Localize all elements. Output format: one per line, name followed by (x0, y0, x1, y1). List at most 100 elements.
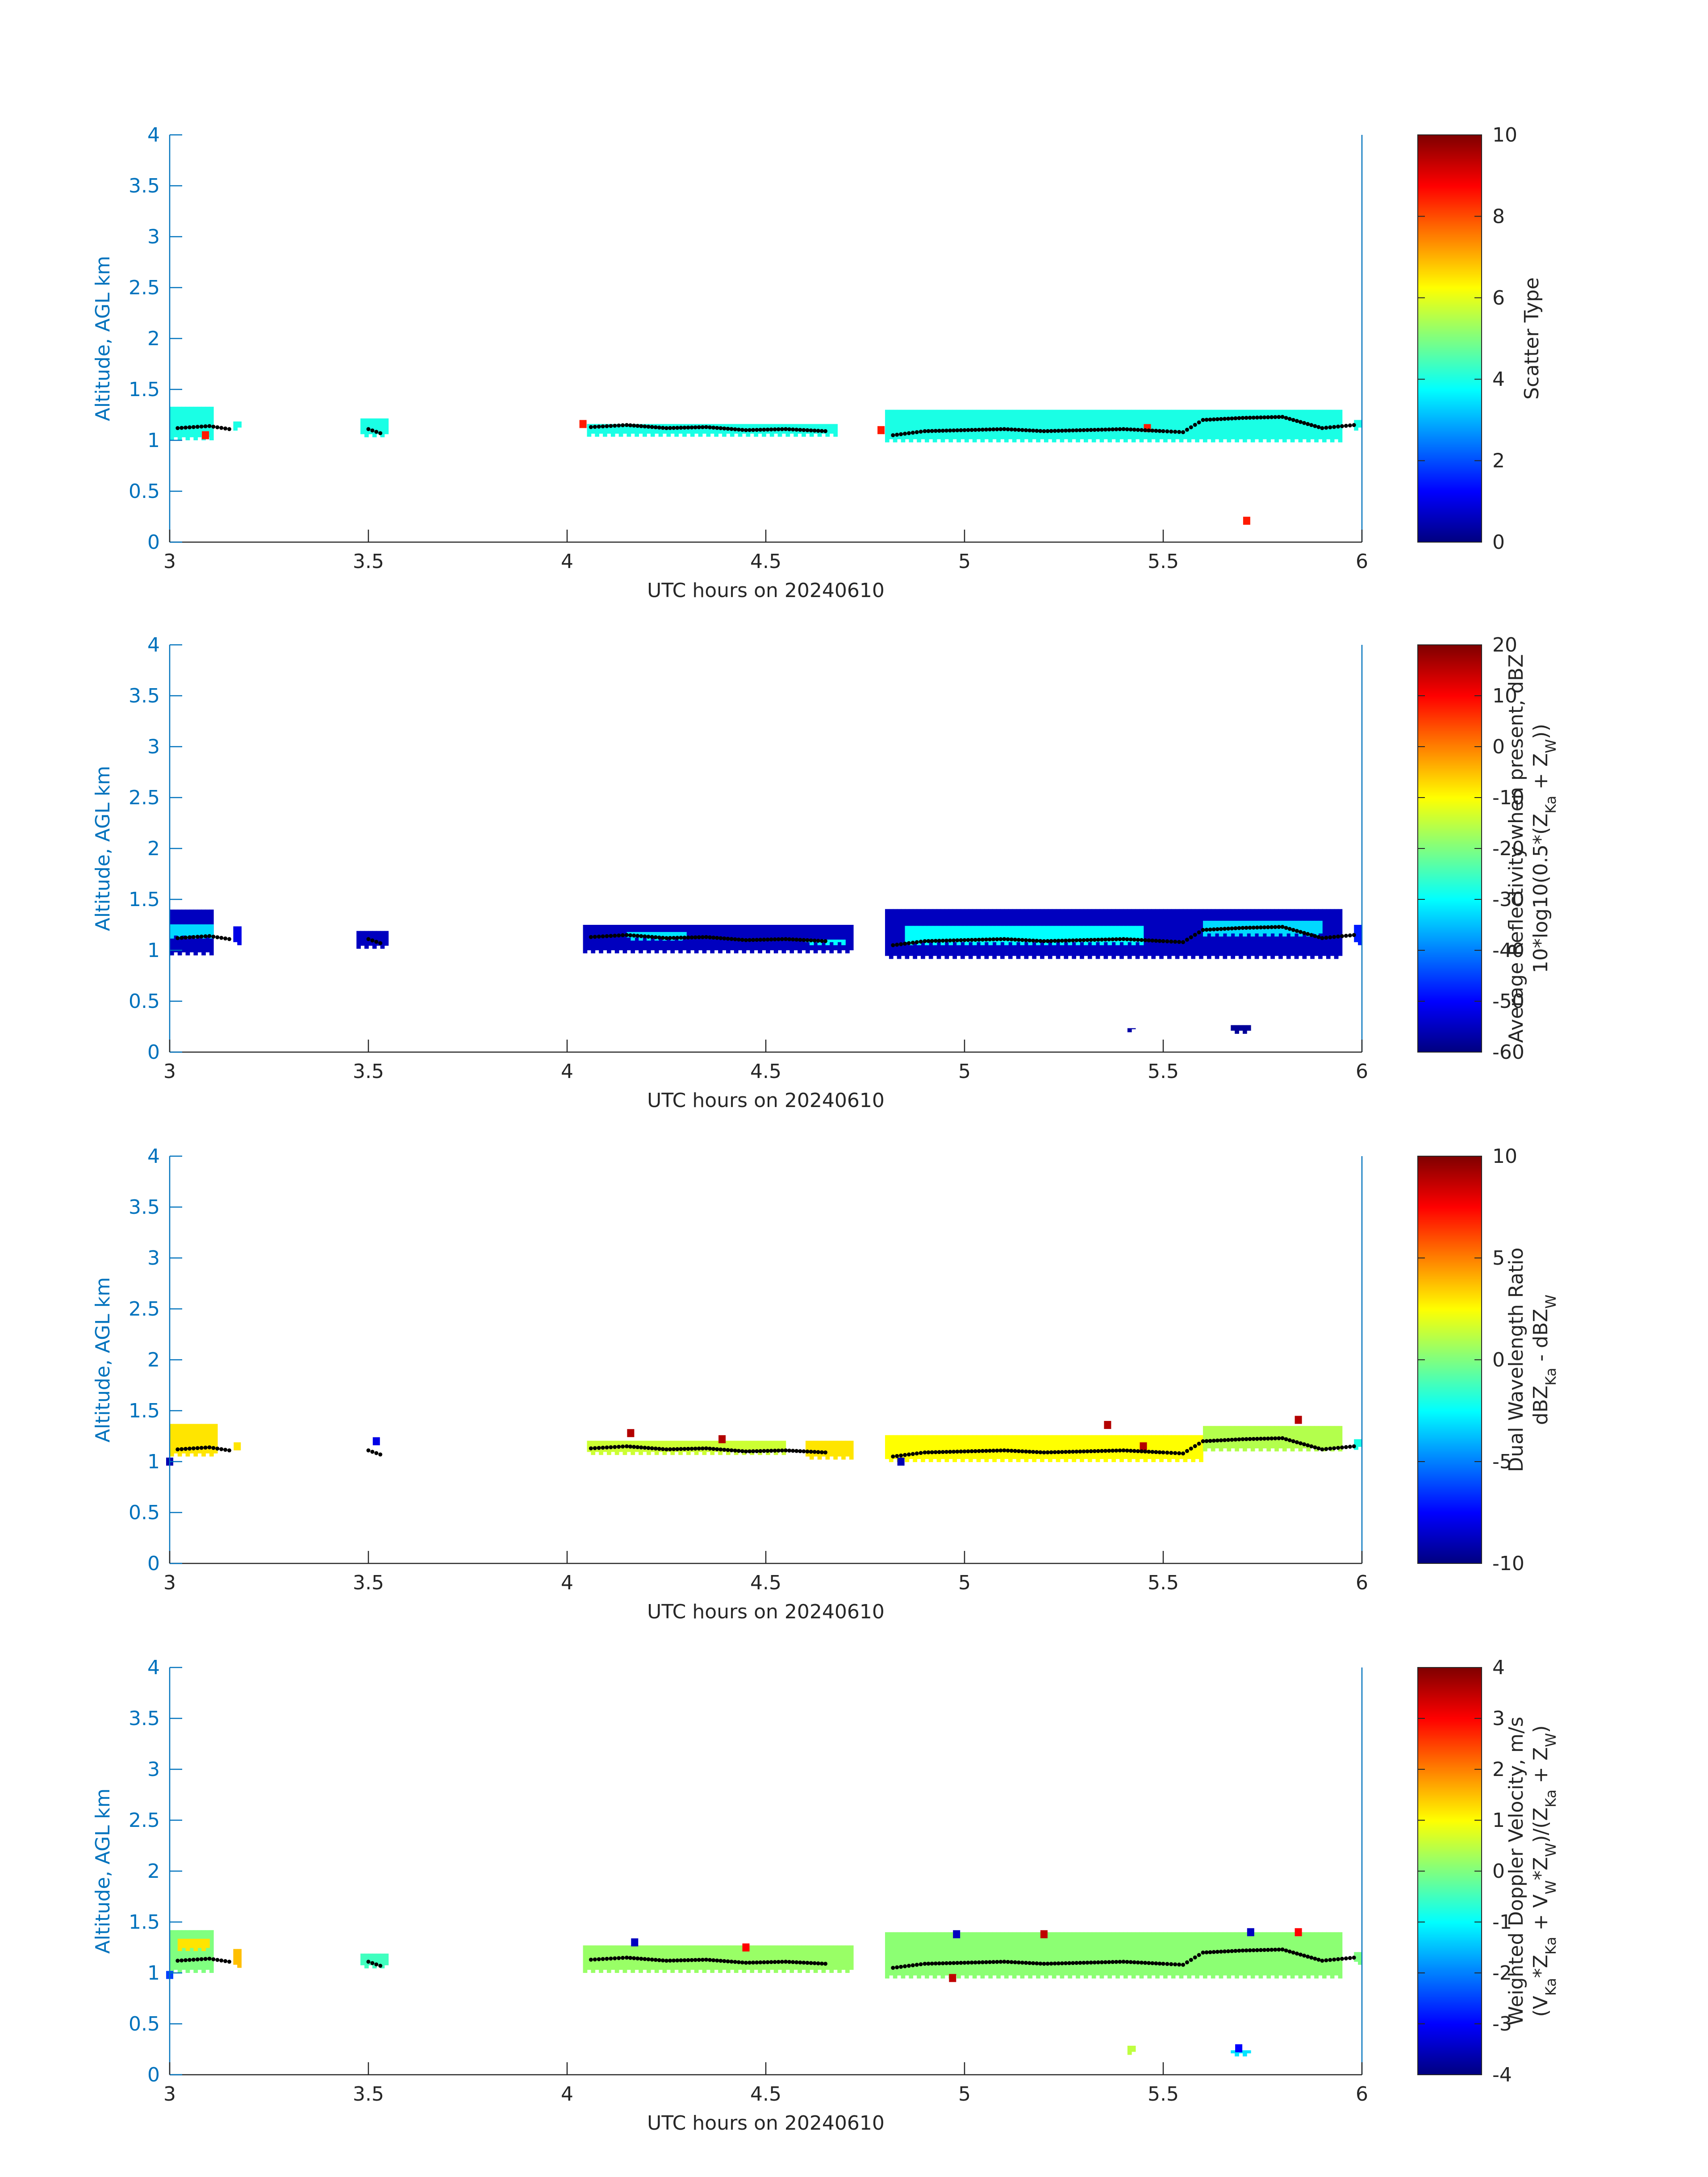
heatmap-cell (1246, 1932, 1251, 1976)
colorbar-step (1418, 1488, 1482, 1491)
heatmap-cell (833, 424, 838, 437)
cloud-base-point (708, 1958, 712, 1962)
heatmap-cell (734, 1945, 739, 1973)
heatmap-cell (893, 1435, 898, 1459)
colorbar-step (1418, 1710, 1482, 1713)
cloud-base-point (906, 1964, 911, 1968)
heatmap-cell (1219, 409, 1224, 443)
colorbar-label: 10*log10(0.5*(ZKa + ZW)) (1529, 724, 1559, 974)
heatmap-cell (205, 406, 210, 438)
colorbar-step (1418, 442, 1482, 444)
cloud-base-point (791, 427, 795, 432)
colorbar-step (1418, 801, 1482, 803)
colorbar-step (1418, 1952, 1482, 1954)
cloud-base-point (660, 1447, 665, 1451)
cloud-base-point (1177, 1451, 1182, 1455)
x-tick-label: 5 (958, 2083, 971, 2106)
cloud-base-point (1013, 1449, 1017, 1453)
cloud-base-point (613, 933, 617, 938)
cloud-base-point (1320, 936, 1324, 940)
cloud-base-point (977, 1960, 981, 1964)
cloud-base-point (1277, 925, 1281, 929)
colorbar-step (1418, 1390, 1482, 1392)
colorbar-tick-label: 1 (1492, 1809, 1505, 1832)
colorbar-step (1418, 1280, 1482, 1283)
cloud-base-point (1240, 1948, 1245, 1953)
colorbar-step (1418, 1764, 1482, 1767)
colorbar-tick-label: 2 (1492, 1758, 1505, 1781)
colorbar-step (1418, 1360, 1482, 1362)
cloud-base-point (940, 1450, 945, 1454)
y-tick-label: 4 (147, 634, 160, 656)
y-tick-label: 3.5 (129, 175, 160, 197)
heatmap-cell (1012, 409, 1017, 443)
heatmap-cell (1099, 409, 1104, 443)
colorbar-step (1418, 214, 1482, 217)
cloud-base-point (1038, 939, 1043, 943)
cloud-base-point (597, 1957, 601, 1961)
cloud-base-point (812, 428, 817, 433)
colorbar-step (1418, 915, 1482, 917)
colorbar-step (1418, 1498, 1482, 1500)
cloud-base-point (639, 424, 643, 428)
cloud-base-point (1067, 1961, 1072, 1965)
cloud-base-point (1071, 428, 1075, 433)
heatmap-cell (376, 1953, 381, 1965)
colorbar-step (1418, 1550, 1482, 1553)
heatmap-cell (635, 424, 639, 437)
colorbar-step (1418, 375, 1482, 377)
heatmap-cell (173, 924, 178, 936)
heatmap-cell (1076, 926, 1080, 945)
cloud-base-point (715, 426, 719, 430)
cloud-base-point (1189, 425, 1193, 430)
colorbar-step (1418, 327, 1482, 330)
colorbar-step (1418, 486, 1482, 489)
colorbar-step (1418, 141, 1482, 143)
cloud-base-point (751, 428, 756, 432)
heatmap-cell (702, 925, 707, 953)
heatmap-cell (1155, 409, 1160, 443)
heatmap-cell (742, 1441, 747, 1455)
colorbar-step (1418, 1333, 1482, 1335)
heatmap-cell (928, 409, 933, 439)
cloud-base-point (207, 424, 212, 428)
cloud-base-point (1150, 428, 1155, 433)
heatmap-cell (1231, 2050, 1235, 2054)
colorbar-step (1418, 1712, 1482, 1714)
cloud-base-point (906, 941, 911, 945)
colorbar-step (1418, 1041, 1482, 1043)
cloud-base-point (675, 1958, 680, 1963)
cloud-base-point (740, 938, 744, 942)
cloud-base-point (664, 1959, 668, 1963)
heatmap-cell (177, 924, 182, 939)
heatmap-cell (944, 1932, 949, 1976)
colorbar-step (1418, 675, 1482, 677)
heatmap-cell (1036, 409, 1040, 443)
heatmap-cell (1064, 409, 1069, 439)
cloud-base-point (736, 1449, 741, 1453)
colorbar-step (1418, 300, 1482, 302)
cloud-base-point (903, 1964, 907, 1968)
heatmap-cell (1151, 909, 1156, 959)
colorbar-step (1418, 252, 1482, 255)
heatmap-cell (1147, 1435, 1152, 1459)
cloud-base-point (1291, 928, 1295, 932)
cloud-base-point (613, 423, 617, 428)
colorbar-step (1418, 877, 1482, 879)
colorbar-step (1418, 2020, 1482, 2023)
colorbar-step (1418, 1538, 1482, 1540)
cloud-base-point (708, 935, 712, 940)
heatmap-cell (1223, 909, 1228, 959)
colorbar-step (1418, 142, 1482, 145)
colorbar-step (1418, 196, 1482, 199)
colorbar-step (1418, 451, 1482, 454)
colorbar-step (1418, 702, 1482, 704)
heatmap-cell (980, 1932, 985, 1979)
cloud-base-point (948, 938, 952, 943)
colorbar-step (1418, 1912, 1482, 1914)
colorbar-step (1418, 906, 1482, 908)
heatmap-cell (769, 925, 774, 950)
colorbar-step (1418, 669, 1482, 671)
cloud-base-point (227, 1448, 231, 1453)
cloud-base-point (1024, 1960, 1028, 1965)
